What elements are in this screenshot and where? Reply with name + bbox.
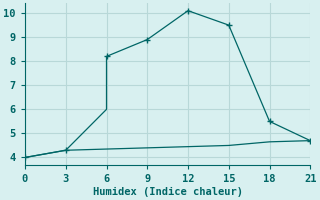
X-axis label: Humidex (Indice chaleur): Humidex (Indice chaleur) (92, 186, 243, 197)
